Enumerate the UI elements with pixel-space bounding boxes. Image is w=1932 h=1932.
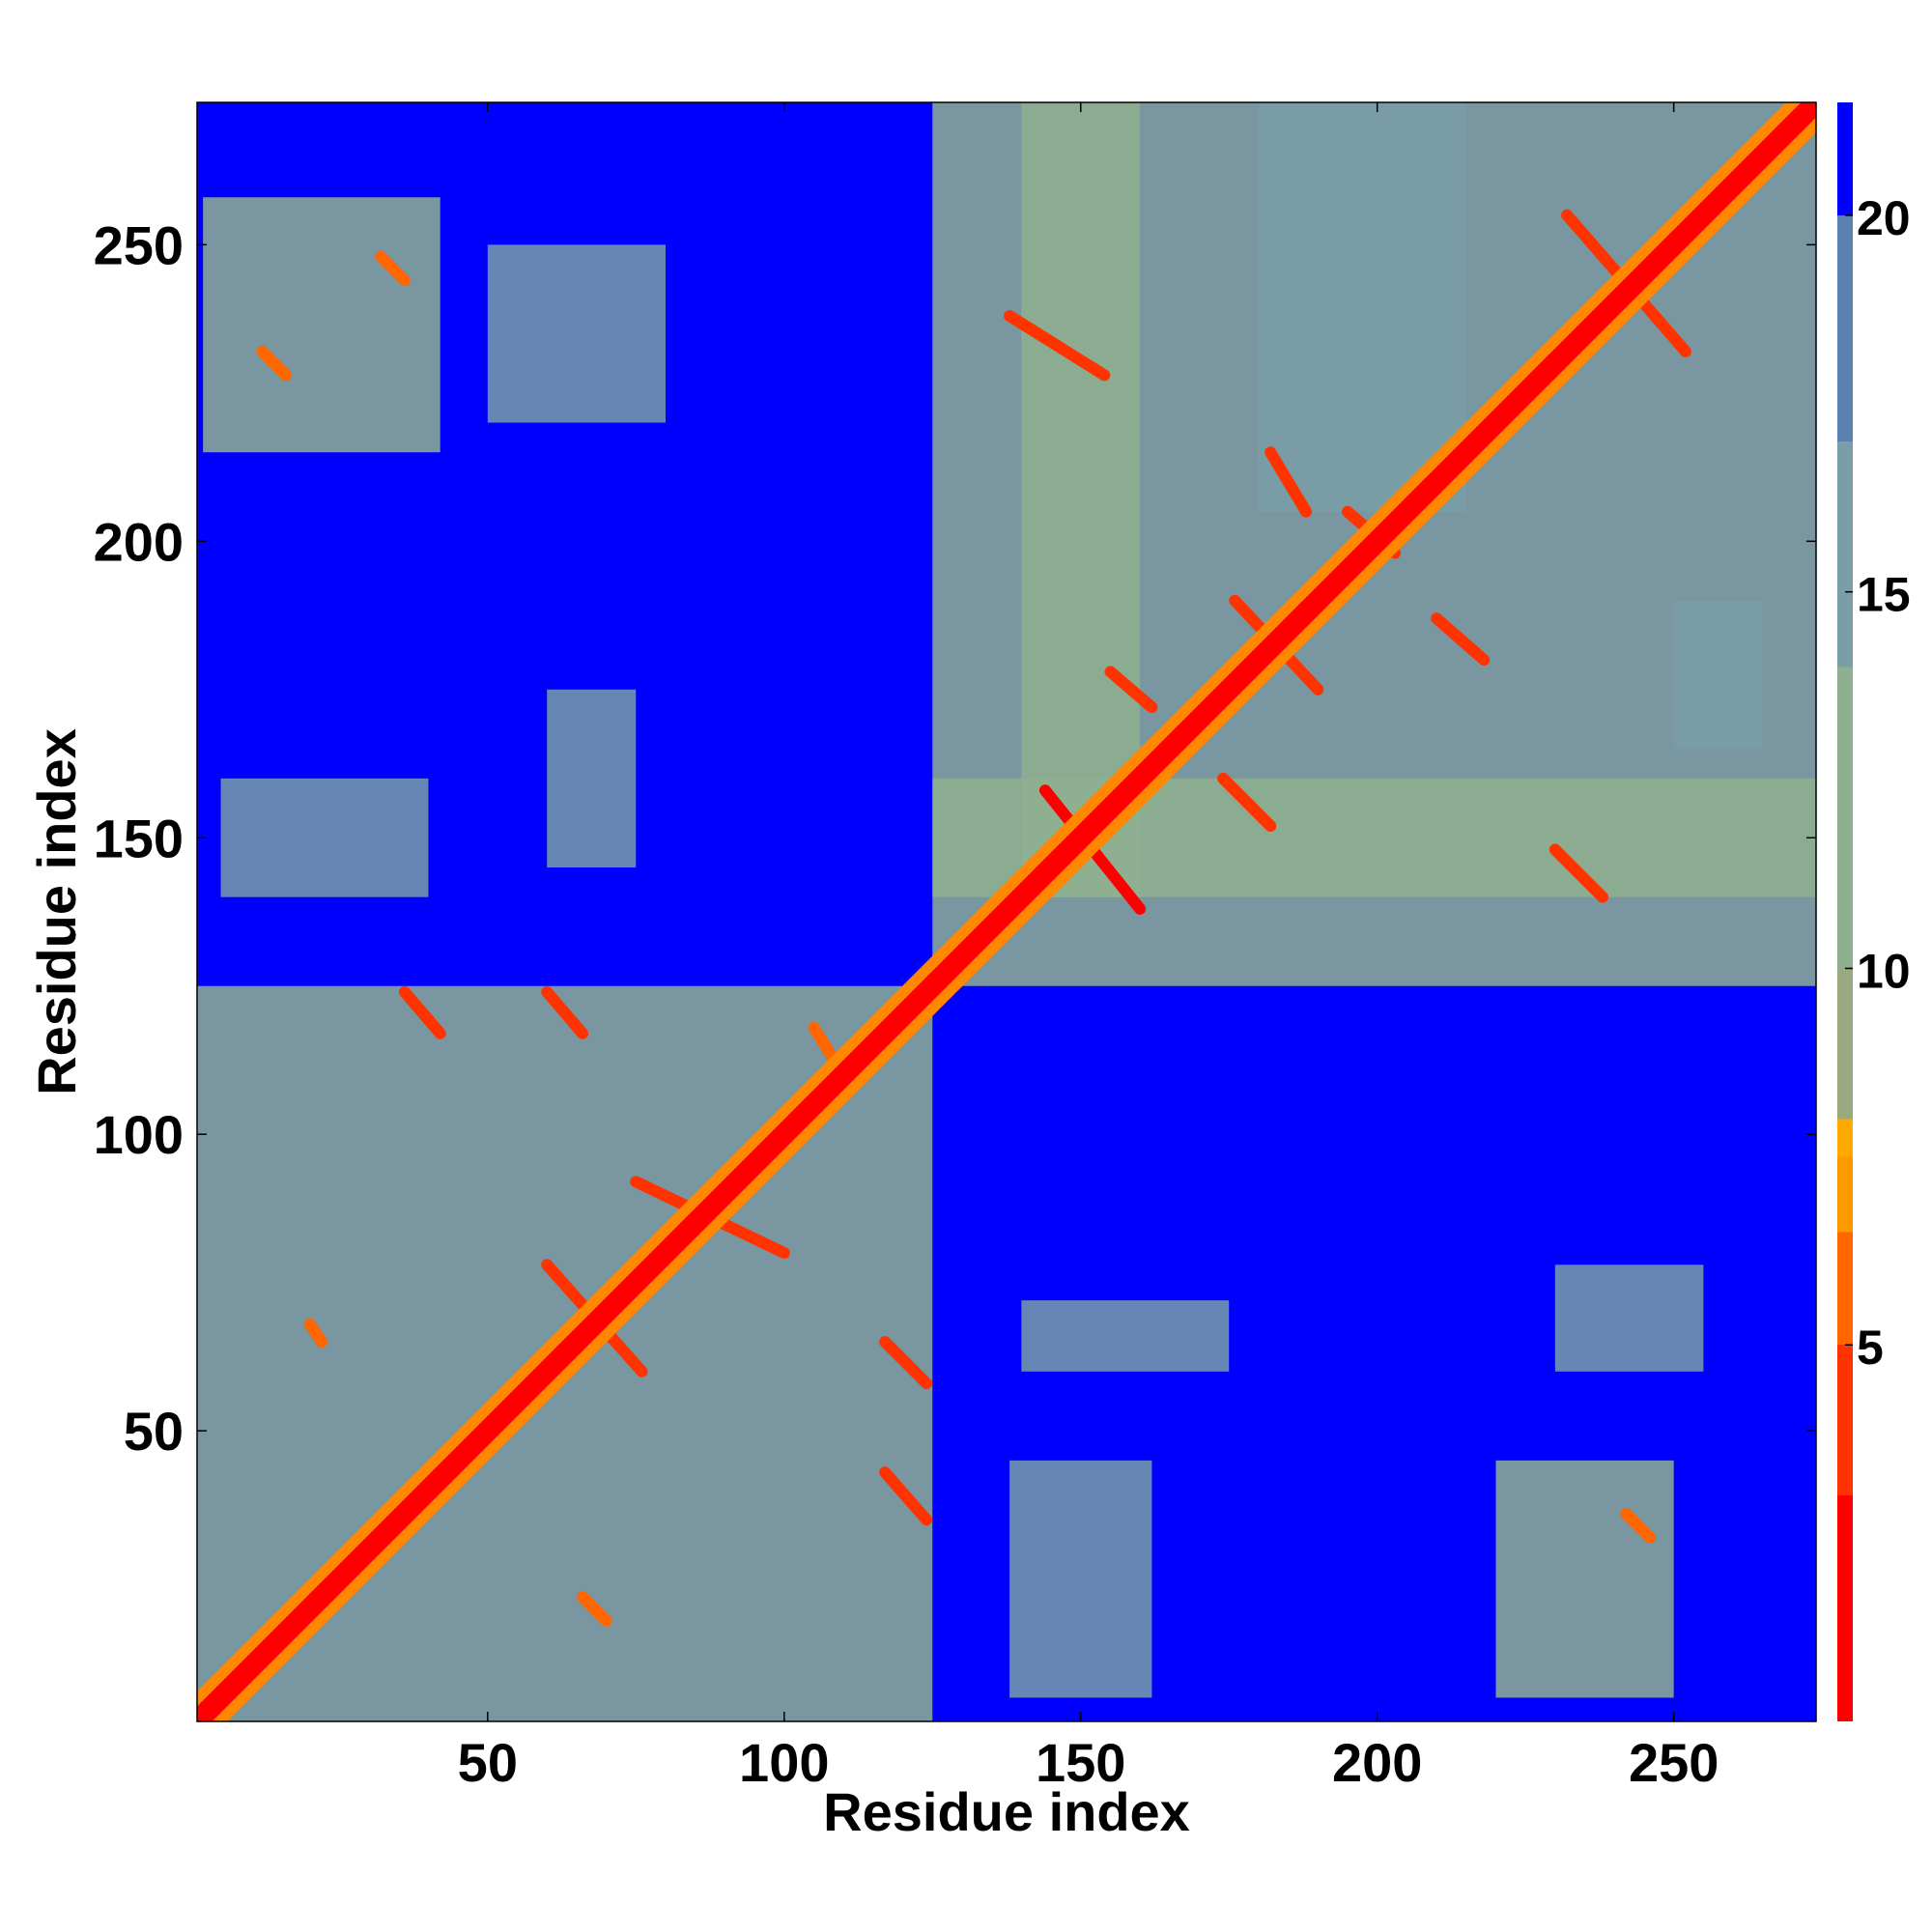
- diagonal-band: [197, 102, 1816, 1721]
- colorbar-tick-label-10: 10: [1857, 944, 1911, 998]
- y-axis-label: Residue index: [26, 728, 87, 1095]
- y-tick-label-250: 250: [94, 214, 184, 275]
- contact-block-11: [220, 778, 429, 897]
- contact-line-2: [1004, 310, 1111, 382]
- colorbar-tick-label-15: 15: [1857, 568, 1911, 622]
- contact-line-21: [577, 1591, 612, 1627]
- x-axis-label: Residue index: [823, 1781, 1190, 1842]
- contact-line-14: [541, 985, 589, 1039]
- x-axis-ticks: 50 100 150 200 250: [458, 102, 1719, 1793]
- y-tick-label-200: 200: [94, 511, 184, 572]
- contact-block-4: [487, 244, 666, 423]
- colorbar-tick-label-5: 5: [1857, 1321, 1884, 1375]
- contact-line-16: [879, 1466, 933, 1526]
- y-axis-ticks: 50 100 150 200 250: [94, 214, 1816, 1462]
- contact-line-15: [879, 1336, 933, 1390]
- heatmap-plot-area: [197, 102, 1816, 1721]
- contact-block-13: [1258, 102, 1466, 512]
- y-tick-label-150: 150: [94, 808, 184, 868]
- contact-line-13: [398, 985, 446, 1039]
- contact-block-14: [1673, 600, 1763, 750]
- colorbar: 5 10 15 20: [1837, 102, 1911, 1721]
- contact-line-19: [375, 250, 411, 287]
- contact-block-7: [1495, 1460, 1674, 1698]
- contact-line-4: [1548, 843, 1608, 903]
- y-tick-label-100: 100: [94, 1104, 184, 1165]
- contact-line-5: [1217, 772, 1277, 832]
- x-tick-label-150: 150: [1036, 1732, 1125, 1793]
- colorbar-ticks: 5 10 15 20: [1845, 191, 1911, 1375]
- contact-line-18: [256, 345, 293, 382]
- contact-line-7: [1104, 666, 1158, 714]
- contact-line-10: [1264, 446, 1313, 518]
- x-tick-label-50: 50: [458, 1732, 518, 1793]
- x-tick-label-200: 200: [1332, 1732, 1422, 1793]
- contact-block-12: [547, 689, 637, 867]
- contact-block-3: [203, 197, 440, 453]
- y-tick-label-50: 50: [124, 1401, 184, 1462]
- contact-line-20: [303, 1318, 327, 1349]
- x-tick-label-250: 250: [1629, 1732, 1719, 1793]
- colorbar-tick-label-20: 20: [1857, 191, 1911, 245]
- x-tick-label-100: 100: [739, 1732, 829, 1793]
- contact-block-10: [1021, 1300, 1230, 1372]
- contact-block-8: [1554, 1264, 1704, 1372]
- plot-frame: [196, 101, 1817, 1722]
- contact-block-5: [1021, 102, 1141, 897]
- contact-line-9: [1431, 612, 1491, 667]
- colorbar-scale: [1837, 102, 1853, 1721]
- contact-block-9: [1009, 1460, 1152, 1698]
- contact-line-22: [1620, 1508, 1657, 1544]
